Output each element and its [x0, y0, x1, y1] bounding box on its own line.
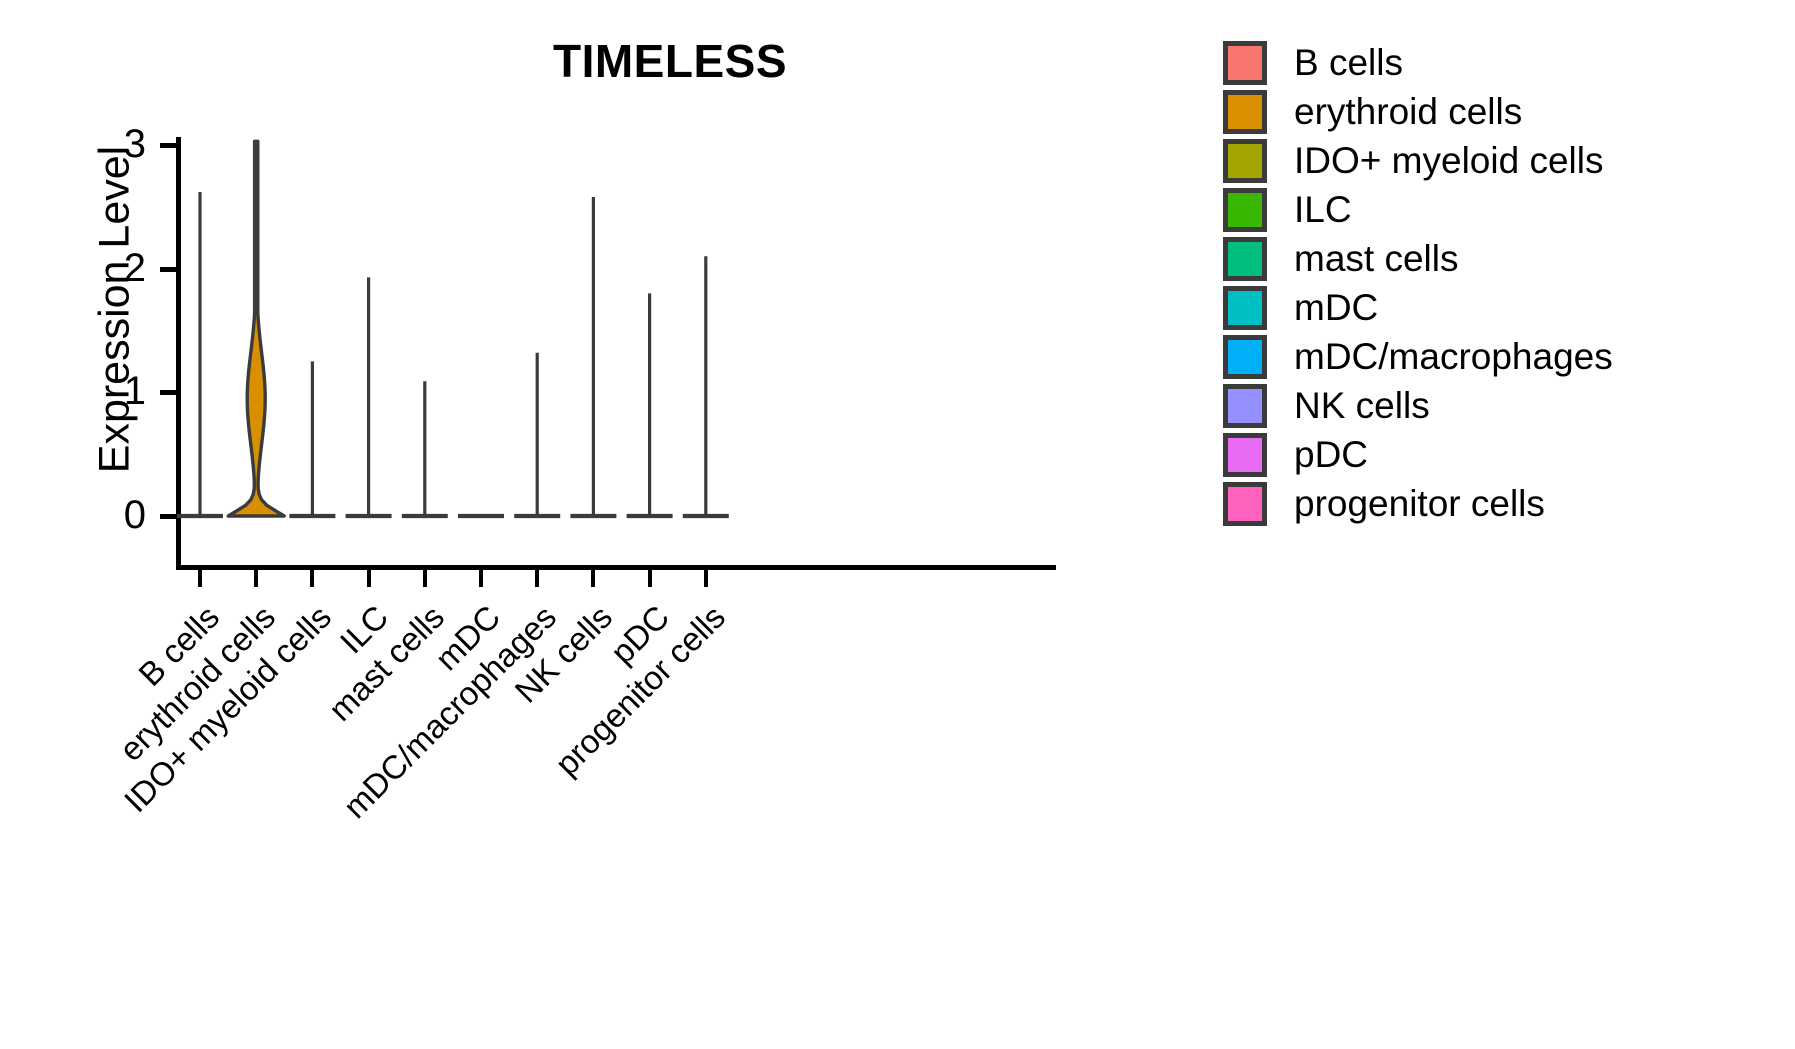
legend-item-label: mast cells: [1294, 238, 1459, 279]
x-axis-line: [176, 565, 1056, 570]
x-tick-mark: [310, 570, 315, 587]
violin-pdc: [626, 293, 673, 519]
legend-item-label: B cells: [1294, 42, 1403, 83]
legend-swatch-icon: [1223, 89, 1267, 134]
legend-item-label: IDO+ myeloid cells: [1294, 140, 1604, 181]
violin-nk-cells: [570, 196, 617, 519]
legend-item[interactable]: erythroid cells: [1223, 87, 1613, 136]
x-tick-mark: [198, 570, 202, 587]
violin-mdc-macrophages: [514, 352, 561, 519]
legend-item[interactable]: mast cells: [1223, 234, 1613, 283]
x-tick-mark: [535, 570, 540, 587]
violin-erythroid-cells: [226, 139, 286, 518]
legend-item-label: mDC: [1294, 287, 1379, 328]
legend-swatch-icon: [1223, 383, 1267, 428]
legend-swatch-icon: [1223, 138, 1267, 183]
legend-item-label: progenitor cells: [1294, 483, 1545, 524]
y-axis-line: [176, 137, 181, 569]
y-tick-label: 3: [123, 122, 146, 166]
legend-swatch-icon: [1223, 236, 1267, 281]
legend-swatch-icon: [1223, 481, 1267, 526]
legend-item[interactable]: pDC: [1223, 430, 1613, 479]
y-tick-mark: [160, 266, 176, 272]
violin-body: [226, 139, 286, 518]
violin-ido-myeloid-cells: [289, 361, 336, 519]
violin-progenitor-cells: [682, 256, 729, 519]
y-tick-mark: [160, 514, 176, 519]
y-tick-label: 0: [123, 493, 146, 537]
x-tick-mark: [254, 570, 259, 587]
legend-swatch-icon: [1223, 334, 1267, 379]
legend-swatch-icon: [1223, 40, 1267, 85]
legend: B cells erythroid cells IDO+ myeloid cells…: [1223, 38, 1613, 528]
legend-item[interactable]: IDO+ myeloid cells: [1223, 136, 1613, 185]
x-tick-mark: [422, 570, 427, 587]
x-tick-mark: [591, 570, 596, 587]
x-tick-mark: [647, 570, 652, 587]
legend-swatch-icon: [1223, 187, 1267, 232]
legend-item-label: erythroid cells: [1294, 91, 1523, 132]
x-tick-mark: [703, 570, 708, 587]
legend-item[interactable]: NK cells: [1223, 381, 1613, 430]
violin-mast-cells: [401, 381, 448, 519]
legend-item[interactable]: mDC: [1223, 283, 1613, 332]
legend-swatch-icon: [1223, 285, 1267, 330]
violin-ilc: [345, 277, 392, 519]
x-tick-mark: [479, 570, 483, 587]
legend-item[interactable]: B cells: [1223, 38, 1613, 87]
legend-item[interactable]: progenitor cells: [1223, 479, 1613, 528]
legend-item-label: pDC: [1294, 434, 1369, 475]
violin-b-cells: [177, 191, 223, 519]
legend-item[interactable]: mDC/macrophages: [1223, 332, 1613, 381]
x-tick-mark: [366, 570, 371, 587]
y-tick-label: 2: [123, 245, 146, 290]
legend-item[interactable]: ILC: [1223, 185, 1613, 234]
page-title: TIMELESS: [552, 35, 788, 87]
legend-swatch-icon: [1223, 432, 1267, 477]
legend-item-label: mDC/macrophages: [1294, 336, 1613, 377]
y-tick-mark: [160, 390, 176, 396]
y-tick-mark: [160, 143, 176, 148]
legend-item-label: ILC: [1294, 189, 1352, 230]
y-tick-label: 1: [123, 369, 146, 414]
legend-item-label: NK cells: [1294, 385, 1430, 426]
